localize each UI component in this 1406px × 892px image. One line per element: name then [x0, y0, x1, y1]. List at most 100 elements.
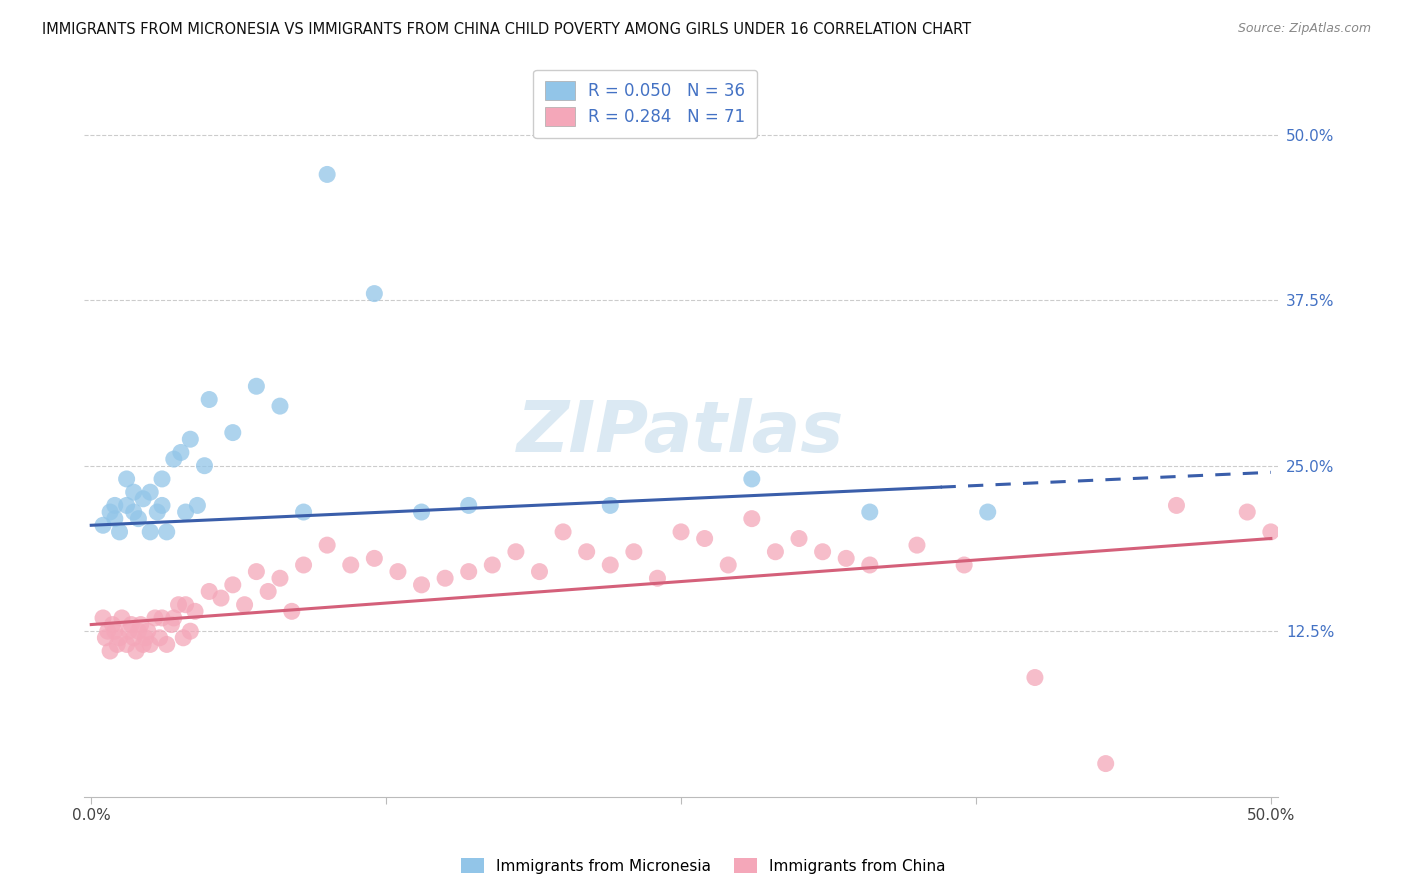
Point: [623, 545, 645, 559]
Point: [717, 558, 740, 572]
Point: [179, 624, 201, 639]
Point: [1260, 524, 1282, 539]
Point: [108, 631, 131, 645]
Point: [120, 617, 142, 632]
Point: [104, 511, 127, 525]
Point: [193, 458, 215, 473]
Point: [411, 578, 433, 592]
Point: [115, 499, 138, 513]
Point: [765, 545, 787, 559]
Point: [179, 432, 201, 446]
Point: [98, 644, 121, 658]
Point: [1094, 756, 1116, 771]
Point: [269, 399, 291, 413]
Point: [156, 524, 179, 539]
Point: [146, 505, 169, 519]
Point: [529, 565, 551, 579]
Point: [105, 637, 128, 651]
Point: [505, 545, 527, 559]
Point: [269, 571, 291, 585]
Point: [316, 168, 339, 182]
Text: ZIPatlas: ZIPatlas: [517, 398, 845, 467]
Point: [292, 558, 315, 572]
Point: [129, 617, 152, 632]
Point: [118, 624, 141, 639]
Point: [222, 425, 245, 440]
Point: [339, 558, 361, 572]
Point: [184, 604, 207, 618]
Point: [481, 558, 503, 572]
Point: [174, 505, 197, 519]
Point: [98, 505, 121, 519]
Point: [139, 637, 162, 651]
Point: [172, 631, 194, 645]
Point: [741, 472, 763, 486]
Point: [91, 518, 114, 533]
Point: [434, 571, 457, 585]
Legend: Immigrants from Micronesia, Immigrants from China: Immigrants from Micronesia, Immigrants f…: [454, 852, 952, 880]
Point: [741, 511, 763, 525]
Point: [125, 644, 148, 658]
Point: [139, 524, 162, 539]
Point: [94, 631, 117, 645]
Point: [115, 472, 138, 486]
Point: [132, 637, 155, 651]
Point: [101, 617, 124, 632]
Point: [149, 631, 172, 645]
Point: [457, 565, 479, 579]
Point: [115, 637, 138, 651]
Point: [97, 624, 120, 639]
Point: [551, 524, 574, 539]
Point: [811, 545, 834, 559]
Point: [859, 558, 882, 572]
Point: [599, 499, 621, 513]
Point: [599, 558, 621, 572]
Point: [150, 611, 173, 625]
Point: [835, 551, 858, 566]
Point: [411, 505, 433, 519]
Legend: R = 0.050   N = 36, R = 0.284   N = 71: R = 0.050 N = 36, R = 0.284 N = 71: [533, 70, 756, 138]
Point: [156, 637, 179, 651]
Point: [905, 538, 928, 552]
Point: [953, 558, 976, 572]
Point: [647, 571, 669, 585]
Point: [281, 604, 304, 618]
Point: [457, 499, 479, 513]
Point: [143, 611, 166, 625]
Point: [122, 505, 145, 519]
Point: [111, 611, 134, 625]
Point: [1236, 505, 1258, 519]
Point: [222, 578, 245, 592]
Point: [104, 499, 127, 513]
Point: [134, 631, 156, 645]
Point: [233, 598, 256, 612]
Point: [104, 624, 127, 639]
Point: [127, 511, 149, 525]
Point: [245, 565, 267, 579]
Point: [363, 551, 385, 566]
Point: [136, 624, 159, 639]
Point: [139, 485, 162, 500]
Point: [363, 286, 385, 301]
Point: [257, 584, 280, 599]
Point: [669, 524, 692, 539]
Point: [108, 524, 131, 539]
Point: [316, 538, 339, 552]
Point: [122, 631, 145, 645]
Point: [91, 611, 114, 625]
Point: [163, 452, 186, 467]
Point: [122, 485, 145, 500]
Point: [787, 532, 810, 546]
Point: [1024, 671, 1046, 685]
Point: [150, 499, 173, 513]
Point: [575, 545, 598, 559]
Point: [1166, 499, 1188, 513]
Point: [163, 611, 186, 625]
Point: [150, 472, 173, 486]
Text: Source: ZipAtlas.com: Source: ZipAtlas.com: [1237, 22, 1371, 36]
Point: [198, 392, 221, 407]
Point: [167, 598, 190, 612]
Point: [170, 445, 193, 459]
Point: [174, 598, 197, 612]
Text: IMMIGRANTS FROM MICRONESIA VS IMMIGRANTS FROM CHINA CHILD POVERTY AMONG GIRLS UN: IMMIGRANTS FROM MICRONESIA VS IMMIGRANTS…: [42, 22, 972, 37]
